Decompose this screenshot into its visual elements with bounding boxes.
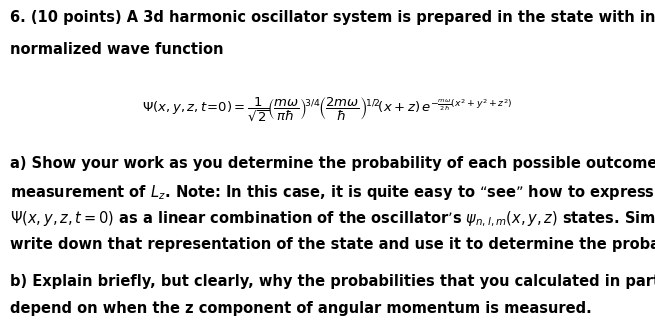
Text: write down that representation of the state and use it to determine the probabil: write down that representation of the st… xyxy=(10,237,655,252)
Text: 6. (10 points) A 3d harmonic oscillator system is prepared in the state with ini: 6. (10 points) A 3d harmonic oscillator … xyxy=(10,10,655,25)
Text: measurement of $L_z$. Note: In this case, it is quite easy to “see” how to expre: measurement of $L_z$. Note: In this case… xyxy=(10,183,654,202)
Text: depend on when the z component of angular momentum is measured.: depend on when the z component of angula… xyxy=(10,301,591,316)
Text: $\Psi(x,y,z,t\!=\!0)=\dfrac{1}{\sqrt{2}}\!\left(\dfrac{m\omega}{\pi\hbar}\right): $\Psi(x,y,z,t\!=\!0)=\dfrac{1}{\sqrt{2}}… xyxy=(142,96,513,124)
Text: normalized wave function: normalized wave function xyxy=(10,42,223,57)
Text: b) Explain briefly, but clearly, why the probabilities that you calculated in pa: b) Explain briefly, but clearly, why the… xyxy=(10,274,655,289)
Text: $\Psi(x,y,z,t=0)$ as a linear combination of the oscillator’s $\psi_{n,l,m}(x,y,: $\Psi(x,y,z,t=0)$ as a linear combinatio… xyxy=(10,210,655,229)
Text: a) Show your work as you determine the probability of each possible outcome of a: a) Show your work as you determine the p… xyxy=(10,156,655,171)
